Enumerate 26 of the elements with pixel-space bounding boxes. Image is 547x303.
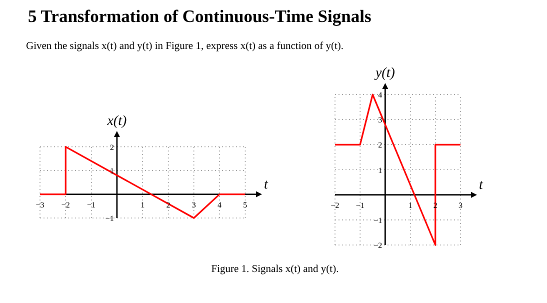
x-tick-label: −2 <box>61 200 70 210</box>
x-tick-label: 1 <box>408 200 412 210</box>
y-tick-label: 1 <box>378 166 382 175</box>
y-tick-label: −1 <box>374 216 382 225</box>
y-tick-label: 4 <box>378 90 382 100</box>
y-axis-title: x(t) <box>106 114 127 129</box>
x-axis-title: t <box>264 177 269 192</box>
y-tick-label: 3 <box>378 116 382 125</box>
x-tick-label: −3 <box>36 200 44 210</box>
x-tick-label: 5 <box>243 200 248 210</box>
y-tick-label: 2 <box>110 142 114 152</box>
x-tick-label: 4 <box>218 200 222 210</box>
x-tick-label: 3 <box>458 200 462 210</box>
chart-title: 5 Transformation of Continuous-Time Signals <box>28 6 372 26</box>
chart-subtitle: Given the signals x(t) and y(t) in Figure 1, express x(t) as a function of y(t). <box>26 41 344 52</box>
x-tick-label: −1 <box>356 200 364 210</box>
y-axis-title: y(t) <box>373 66 396 81</box>
y-tick-label: 2 <box>378 140 382 150</box>
x-tick-label: −2 <box>330 200 340 210</box>
x-tick-label: 3 <box>192 200 196 210</box>
y-tick-label: −2 <box>374 241 382 250</box>
x-tick-label: 1 <box>140 200 145 210</box>
x-axis-title: t <box>479 178 484 193</box>
y-tick-label: −1 <box>105 214 114 223</box>
x-tick-label: −1 <box>87 200 96 210</box>
caption: Figure 1. Signals x(t) and y(t). <box>211 264 339 275</box>
